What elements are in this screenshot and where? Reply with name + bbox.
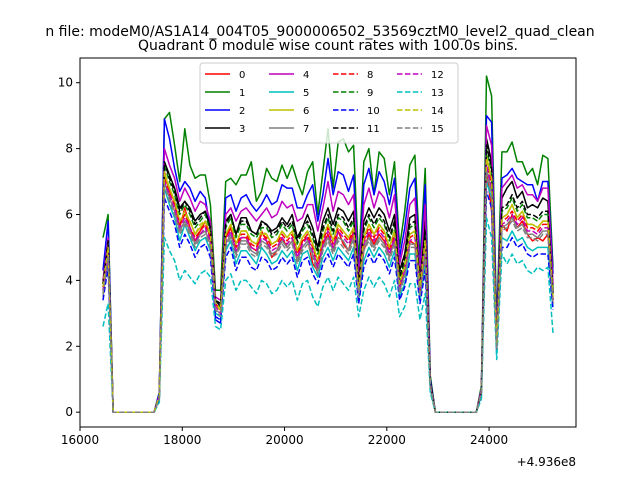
chart-title: Quadrant 0 module wise count rates with … [138,38,518,54]
legend-label-7: 7 [303,124,309,135]
y-axis: 0 2 4 6 8 10 [58,76,80,419]
axes-frame [79,57,577,428]
legend-label-9: 9 [367,88,373,99]
y-tick-label: 4 [65,273,73,287]
legend-label-10: 10 [367,106,380,117]
figure-suptitle: n file: modeM0/AS1A14_004T05_9000006502_… [45,24,594,40]
series-layer [102,75,554,413]
y-tick-label: 8 [65,142,73,156]
legend-label-3: 3 [239,124,245,135]
legend-label-5: 5 [303,88,309,99]
x-tick-label: 22000 [368,433,406,447]
y-tick-label: 6 [65,207,73,221]
legend-label-2: 2 [239,106,245,117]
legend-label-0: 0 [239,70,245,81]
series-line-15 [102,170,554,413]
x-tick-label: 18000 [163,433,201,447]
x-tick-label: 16000 [61,433,99,447]
x-offset-label: +4.936e8 [517,455,576,469]
legend-label-15: 15 [431,124,444,135]
y-tick-label: 10 [58,76,73,90]
legend-label-1: 1 [239,88,245,99]
legend-box [199,62,459,144]
legend-label-14: 14 [431,106,444,117]
legend-label-8: 8 [367,70,373,81]
x-axis: 16000 18000 20000 22000 24000 [61,427,508,447]
legend-label-6: 6 [303,106,309,117]
y-tick-label: 0 [65,405,73,419]
y-tick-label: 2 [65,339,73,353]
legend-label-11: 11 [367,124,380,135]
x-tick-label: 24000 [470,433,508,447]
legend-label-13: 13 [431,88,444,99]
legend-label-12: 12 [431,70,444,81]
legend-label-4: 4 [303,70,309,81]
x-tick-label: 20000 [265,433,303,447]
